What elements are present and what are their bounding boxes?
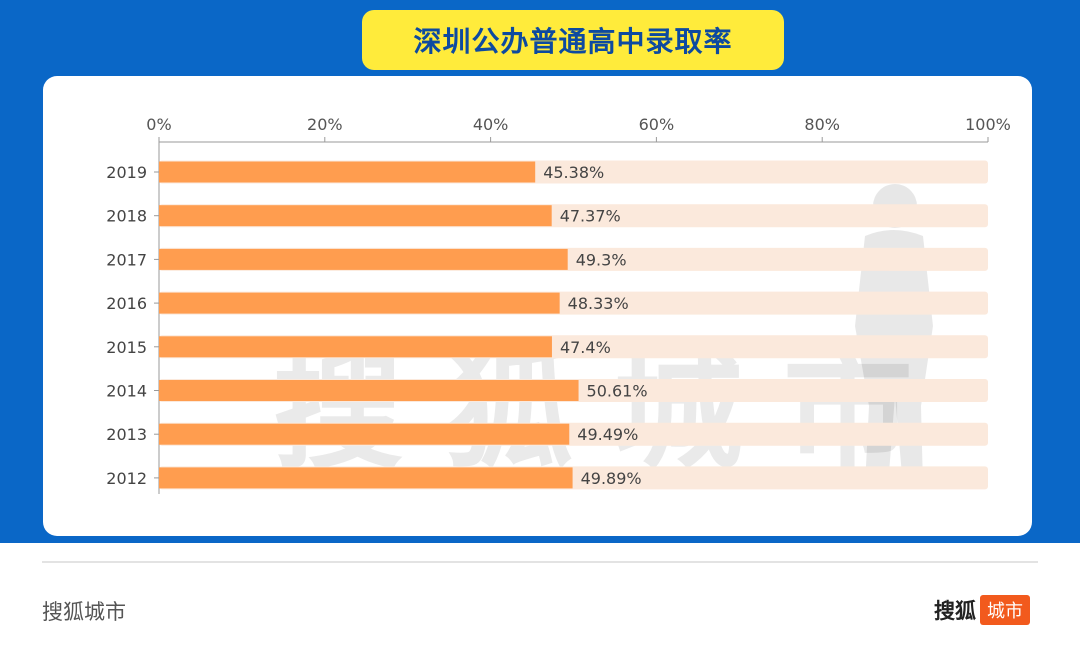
x-tick-label: 40% <box>473 115 509 134</box>
bar-chart: 0% 20% 40% 60% 80% 100% 2019 45.38% 2018 47.37% 20… <box>106 115 1011 494</box>
bar <box>159 292 560 314</box>
category-label: 2017 <box>106 250 147 269</box>
x-tick-label: 20% <box>307 115 343 134</box>
value-label: 47.4% <box>560 338 611 357</box>
value-label: 48.33% <box>568 294 629 313</box>
value-label: 50.61% <box>587 382 648 401</box>
value-label: 45.38% <box>543 163 604 182</box>
category-label: 2013 <box>106 425 147 444</box>
x-tick-label: 80% <box>804 115 840 134</box>
footer-divider <box>42 561 1038 563</box>
x-tick-label: 100% <box>965 115 1011 134</box>
value-label: 47.37% <box>560 207 621 226</box>
x-tick-label: 60% <box>639 115 675 134</box>
watermark: 搜狐城市 <box>273 335 954 487</box>
footer-source: 搜狐城市 <box>42 600 126 624</box>
category-label: 2014 <box>106 382 147 401</box>
x-tick-label: 0% <box>146 115 171 134</box>
bar <box>159 248 568 270</box>
bar <box>159 161 536 183</box>
bar <box>159 467 573 489</box>
category-label: 2019 <box>106 163 147 182</box>
chart-card: 搜狐城市 0% 20% 40% 60% 80% 100% 2019 45.38% 2018 47.… <box>43 76 1032 536</box>
footer-badge: 城市 <box>980 595 1030 625</box>
bar <box>159 380 579 401</box>
bar <box>159 205 552 227</box>
footer-logo: 搜狐 城市 <box>934 595 1030 625</box>
title-banner: 深圳公办普通高中录取率 <box>362 10 784 70</box>
value-label: 49.3% <box>576 250 627 269</box>
category-label: 2015 <box>106 338 147 357</box>
value-label: 49.89% <box>581 469 642 488</box>
category-label: 2012 <box>106 469 147 488</box>
category-label: 2016 <box>106 294 147 313</box>
category-label: 2018 <box>106 207 147 226</box>
bar <box>159 336 552 358</box>
footer-brand: 搜狐 <box>934 599 976 623</box>
bar <box>159 423 570 445</box>
value-label: 49.49% <box>577 425 638 444</box>
chart-title: 深圳公办普通高中录取率 <box>413 25 733 58</box>
